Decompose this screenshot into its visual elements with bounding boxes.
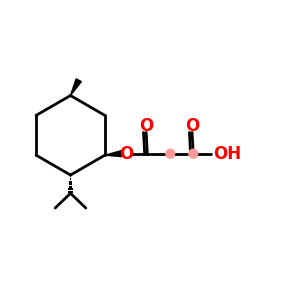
Text: O: O (185, 117, 199, 135)
Circle shape (166, 149, 175, 158)
Polygon shape (70, 79, 81, 95)
Polygon shape (105, 151, 122, 157)
Text: O: O (139, 117, 153, 135)
Text: OH: OH (213, 145, 241, 163)
Circle shape (189, 149, 198, 158)
Text: O: O (119, 145, 133, 163)
